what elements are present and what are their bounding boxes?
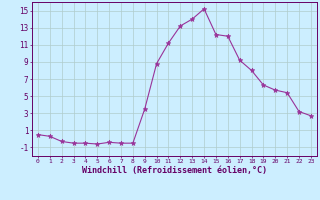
X-axis label: Windchill (Refroidissement éolien,°C): Windchill (Refroidissement éolien,°C) <box>82 166 267 175</box>
